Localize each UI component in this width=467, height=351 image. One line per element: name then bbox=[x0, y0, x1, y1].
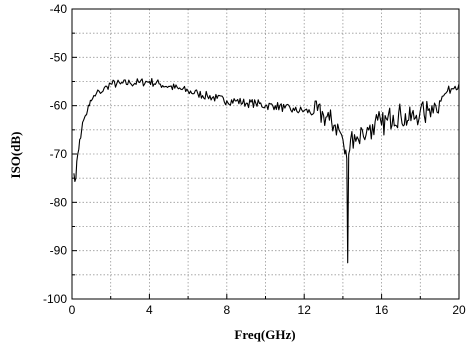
series-line bbox=[73, 77, 460, 264]
x-tick-label: 4 bbox=[146, 303, 153, 317]
x-tick-label: 16 bbox=[375, 303, 389, 317]
x-axis-title: Freq(GHz) bbox=[234, 327, 295, 342]
y-tick-labels: -100 -90 -80 -70 -60 -50 -40 bbox=[43, 2, 67, 306]
grid bbox=[72, 9, 459, 299]
y-tick-label: -60 bbox=[50, 99, 68, 113]
y-tick-label: -90 bbox=[50, 244, 68, 258]
y-tick-label: -50 bbox=[50, 50, 68, 64]
x-tick-label: 12 bbox=[298, 303, 312, 317]
y-tick-label: -70 bbox=[50, 147, 68, 161]
series-layer bbox=[73, 77, 460, 264]
y-tick-label: -100 bbox=[43, 292, 67, 306]
x-tick-label: 8 bbox=[223, 303, 230, 317]
x-tick-labels: 0 4 8 12 16 20 bbox=[69, 303, 466, 317]
x-tick-label: 0 bbox=[69, 303, 76, 317]
tick-marks bbox=[71, 8, 460, 300]
x-tick-label: 20 bbox=[452, 303, 466, 317]
y-tick-label: -40 bbox=[50, 2, 68, 16]
y-tick-label: -80 bbox=[50, 195, 68, 209]
y-axis-title: ISO(dB) bbox=[8, 132, 23, 179]
